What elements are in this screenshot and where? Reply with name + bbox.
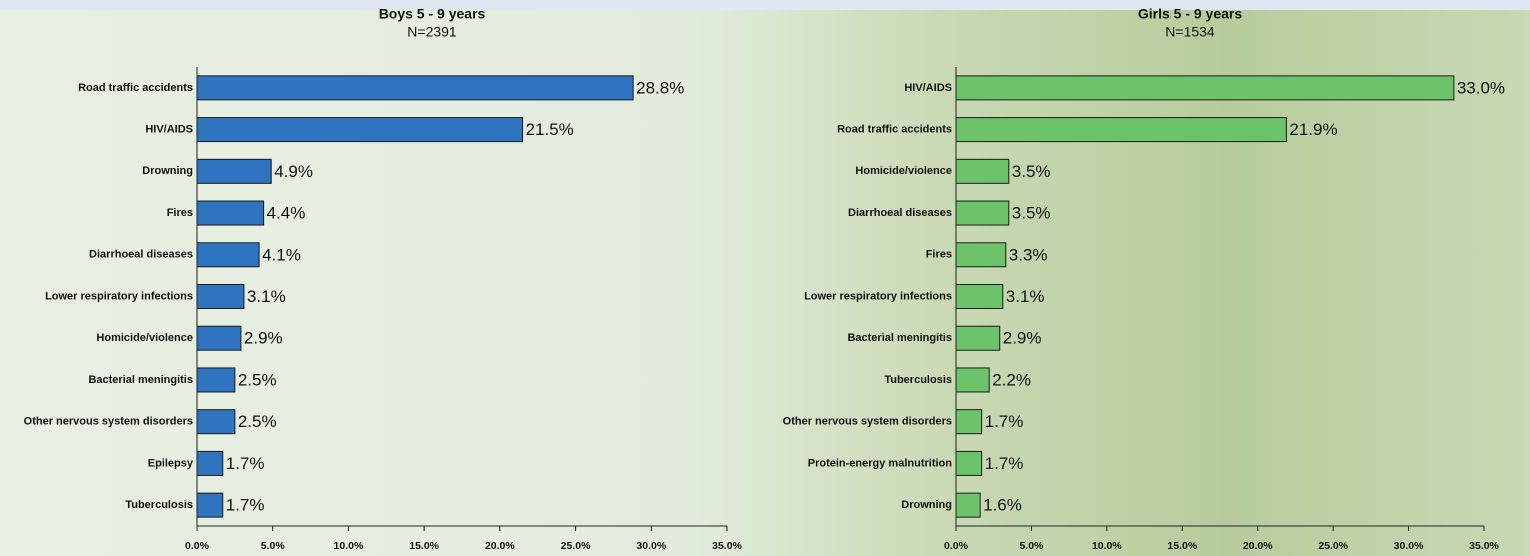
category-label: Lower respiratory infections [45, 290, 193, 302]
bar [955, 200, 1010, 226]
value-label: 33.0% [1457, 78, 1505, 97]
bar [196, 200, 265, 226]
x-tick-label: 5.0% [261, 540, 286, 552]
category-label: Bacterial meningitis [88, 374, 193, 386]
bar [955, 75, 1455, 101]
category-label: HIV/AIDS [904, 82, 952, 94]
value-label: 1.7% [226, 454, 265, 473]
bar [196, 75, 634, 101]
bar [955, 367, 990, 393]
x-tick-label: 25.0% [1318, 540, 1348, 552]
bar [955, 325, 1001, 351]
bar [955, 409, 983, 435]
category-label: Road traffic accidents [78, 82, 193, 94]
bar [955, 117, 1287, 143]
category-label: Other nervous system disorders [783, 416, 952, 428]
value-label: 2.9% [244, 329, 283, 348]
chart-subtitle: N=2391 [407, 24, 457, 40]
x-tick-label: 20.0% [1243, 540, 1273, 552]
x-tick-label: 15.0% [1167, 540, 1197, 552]
bar [196, 450, 224, 476]
category-label: Drowning [142, 165, 193, 177]
value-label: 21.5% [526, 120, 574, 139]
chart-title: Boys 5 - 9 years [379, 6, 486, 22]
category-label: Diarrhoeal diseases [89, 249, 193, 261]
value-label: 3.5% [1012, 204, 1051, 223]
value-label: 1.7% [985, 454, 1024, 473]
category-label: HIV/AIDS [145, 123, 193, 135]
bar [196, 367, 236, 393]
bar [955, 242, 1007, 268]
bar [955, 158, 1010, 184]
top-band [0, 0, 1530, 10]
value-label: 21.9% [1289, 120, 1337, 139]
x-tick-label: 35.0% [712, 540, 742, 552]
x-tick-label: 35.0% [1469, 540, 1499, 552]
value-label: 4.4% [267, 204, 306, 223]
category-label: Fires [926, 249, 952, 261]
value-label: 28.8% [636, 78, 684, 97]
value-label: 2.5% [238, 370, 277, 389]
category-label: Bacterial meningitis [847, 332, 952, 344]
category-label: Protein-energy malnutrition [808, 457, 953, 469]
value-label: 2.9% [1003, 329, 1042, 348]
value-label: 2.5% [238, 412, 277, 431]
value-label: 2.2% [992, 370, 1031, 389]
value-label: 1.7% [985, 412, 1024, 431]
value-label: 3.1% [247, 287, 286, 306]
x-tick-label: 30.0% [1394, 540, 1424, 552]
category-label: Tuberculosis [125, 499, 193, 511]
category-label: Tuberculosis [884, 374, 952, 386]
x-tick-label: 20.0% [485, 540, 515, 552]
category-label: Drowning [901, 499, 952, 511]
category-label: Fires [167, 207, 193, 219]
value-label: 4.9% [274, 162, 313, 181]
x-tick-label: 10.0% [1092, 540, 1122, 552]
bar [196, 117, 524, 143]
bar [955, 284, 1004, 309]
bar [196, 325, 242, 351]
bar [955, 492, 981, 518]
value-label: 1.7% [226, 496, 265, 515]
x-tick-label: 10.0% [334, 540, 364, 552]
category-label: Homicide/violence [96, 332, 193, 344]
x-tick-label: 30.0% [636, 540, 666, 552]
bar [196, 242, 260, 268]
value-label: 3.3% [1009, 245, 1048, 264]
x-tick-label: 15.0% [409, 540, 439, 552]
value-label: 3.1% [1006, 287, 1045, 306]
value-label: 1.6% [983, 496, 1022, 515]
category-label: Other nervous system disorders [24, 416, 193, 428]
bar [196, 284, 245, 309]
chart-title: Girls 5 - 9 years [1138, 6, 1243, 22]
x-tick-label: 0.0% [185, 540, 210, 552]
category-label: Epilepsy [148, 457, 194, 469]
category-label: Lower respiratory infections [804, 290, 952, 302]
bar [196, 492, 224, 518]
category-label: Homicide/violence [855, 165, 952, 177]
chart-subtitle: N=1534 [1165, 24, 1215, 40]
x-tick-label: 0.0% [944, 540, 969, 552]
category-label: Diarrhoeal diseases [848, 207, 952, 219]
value-label: 4.1% [262, 245, 301, 264]
bar [955, 450, 983, 476]
x-tick-label: 25.0% [561, 540, 591, 552]
x-tick-label: 5.0% [1019, 540, 1044, 552]
bar [196, 158, 272, 184]
value-label: 3.5% [1012, 162, 1051, 181]
category-label: Road traffic accidents [837, 123, 952, 135]
bar [196, 409, 236, 435]
